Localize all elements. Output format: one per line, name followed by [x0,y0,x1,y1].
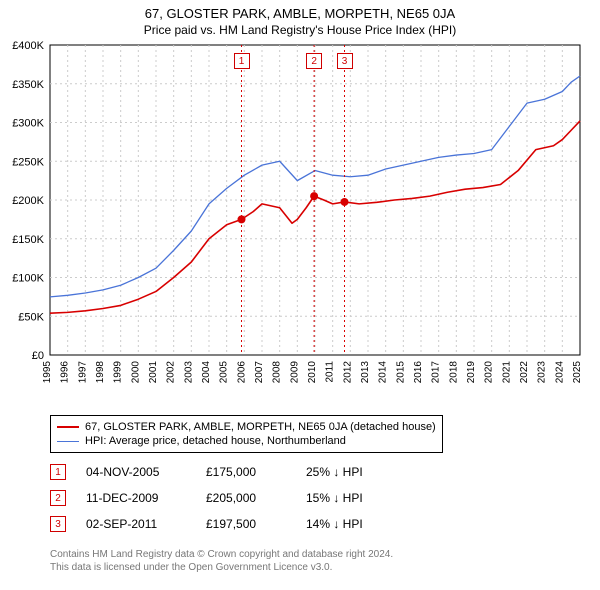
svg-text:2023: 2023 [537,361,548,384]
svg-text:1996: 1996 [60,361,71,384]
svg-text:£300K: £300K [12,118,44,130]
legend-item: HPI: Average price, detached house, Nort… [57,434,436,448]
svg-text:£150K: £150K [12,234,44,246]
event-marker-1: 1 [234,53,250,69]
svg-text:2017: 2017 [431,361,442,384]
event-marker-3: 3 [337,53,353,69]
event-price: £205,000 [206,491,286,505]
event-row: 2 11-DEC-2009 £205,000 15% ↓ HPI [50,488,406,508]
svg-text:2020: 2020 [484,361,495,384]
events-table: 1 04-NOV-2005 £175,000 25% ↓ HPI 2 11-DEC-200… [50,462,406,540]
event-price: £175,000 [206,465,286,479]
svg-text:2011: 2011 [325,361,336,383]
event-date: 11-DEC-2009 [86,491,186,505]
svg-text:2022: 2022 [519,361,530,384]
svg-text:2004: 2004 [201,361,212,384]
svg-text:2000: 2000 [130,361,141,384]
footer-line2: This data is licensed under the Open Gov… [50,561,393,574]
svg-text:2002: 2002 [166,361,177,384]
svg-text:2010: 2010 [307,361,318,384]
legend-swatch [57,426,79,428]
svg-text:2014: 2014 [378,361,389,384]
svg-text:2013: 2013 [360,361,371,384]
event-date: 02-SEP-2011 [86,517,186,531]
svg-text:£200K: £200K [12,195,44,207]
svg-text:2006: 2006 [236,361,247,384]
price-chart: £0 £50K £100K £150K £200K £250K £300K £350K £400… [0,0,600,410]
svg-text:2021: 2021 [501,361,512,384]
event-number: 3 [50,516,66,532]
event-row: 1 04-NOV-2005 £175,000 25% ↓ HPI [50,462,406,482]
svg-text:2025: 2025 [572,361,583,384]
svg-text:£50K: £50K [18,311,44,323]
svg-text:£350K: £350K [12,79,44,91]
svg-text:2015: 2015 [395,361,406,384]
svg-text:2001: 2001 [148,361,159,384]
svg-text:2012: 2012 [342,361,353,384]
event-pct: 15% ↓ HPI [306,491,406,505]
svg-text:£400K: £400K [12,40,44,52]
legend-label: HPI: Average price, detached house, Nort… [85,434,346,448]
legend: 67, GLOSTER PARK, AMBLE, MORPETH, NE65 0… [50,415,443,453]
svg-text:2003: 2003 [183,361,194,384]
event-pct: 25% ↓ HPI [306,465,406,479]
legend-swatch [57,441,79,442]
svg-text:1995: 1995 [42,361,53,384]
event-number: 1 [50,464,66,480]
svg-text:2024: 2024 [554,361,565,384]
event-date: 04-NOV-2005 [86,465,186,479]
legend-label: 67, GLOSTER PARK, AMBLE, MORPETH, NE65 0… [85,420,436,434]
event-price: £197,500 [206,517,286,531]
event-pct: 14% ↓ HPI [306,517,406,531]
event-marker-2: 2 [306,53,322,69]
svg-text:1997: 1997 [77,361,88,384]
svg-text:1998: 1998 [95,361,106,384]
svg-text:2008: 2008 [272,361,283,384]
svg-text:£100K: £100K [12,273,44,285]
svg-text:2005: 2005 [219,361,230,384]
footer-line1: Contains HM Land Registry data © Crown c… [50,548,393,561]
svg-text:1999: 1999 [113,361,124,384]
attribution-footer: Contains HM Land Registry data © Crown c… [50,548,393,574]
svg-text:£250K: £250K [12,156,44,168]
svg-text:2018: 2018 [448,361,459,384]
svg-text:2009: 2009 [289,361,300,384]
event-row: 3 02-SEP-2011 £197,500 14% ↓ HPI [50,514,406,534]
svg-text:£0: £0 [32,350,44,362]
svg-text:2019: 2019 [466,361,477,384]
event-number: 2 [50,490,66,506]
svg-text:2007: 2007 [254,361,265,384]
svg-text:2016: 2016 [413,361,424,384]
legend-item: 67, GLOSTER PARK, AMBLE, MORPETH, NE65 0… [57,420,436,434]
